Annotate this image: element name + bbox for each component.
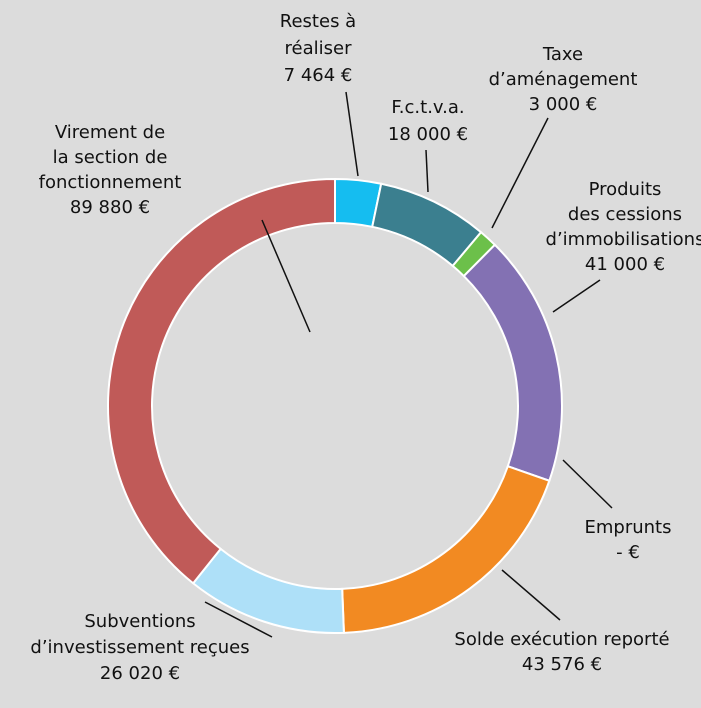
leader-line — [501, 569, 561, 621]
slice-label: d’investissement reçues — [30, 637, 249, 658]
slice-label: Taxe — [542, 44, 583, 65]
donut-slice — [191, 547, 345, 634]
value-label: 3 000 € — [529, 94, 598, 115]
slice-label: Virement de — [55, 122, 165, 143]
value-label: 18 000 € — [388, 124, 468, 145]
donut-slice — [107, 177, 336, 585]
leader-line — [491, 117, 549, 229]
value-label: 26 020 € — [100, 663, 180, 684]
slice-label: d’aménagement — [489, 69, 638, 90]
value-label: 43 576 € — [522, 654, 602, 675]
leader-line — [425, 149, 429, 193]
value-label: - € — [616, 542, 640, 563]
leader-line — [345, 91, 359, 177]
slice-label: Restes à — [280, 11, 356, 32]
leader-line — [204, 601, 273, 638]
value-label: 89 880 € — [70, 197, 150, 218]
slice-label: d’immobilisations — [546, 229, 701, 250]
donut-slice — [341, 464, 551, 634]
slice-label: des cessions — [568, 204, 682, 225]
donut-slice — [462, 243, 563, 483]
slice-label: Produits — [589, 179, 662, 200]
value-label: 7 464 € — [284, 65, 353, 86]
slice-label: Solde exécution reporté — [454, 629, 669, 650]
slice-label: réaliser — [285, 38, 353, 59]
slice-label: Emprunts — [585, 517, 672, 538]
slice-label: Subventions — [84, 611, 195, 632]
value-label: 41 000 € — [585, 254, 665, 275]
leader-line — [552, 279, 601, 313]
slice-label: la section de — [53, 147, 168, 168]
slice-label: F.c.t.v.a. — [391, 97, 464, 118]
leader-line — [261, 219, 311, 333]
leader-line — [562, 459, 613, 509]
slice-label: fonctionnement — [39, 172, 182, 193]
